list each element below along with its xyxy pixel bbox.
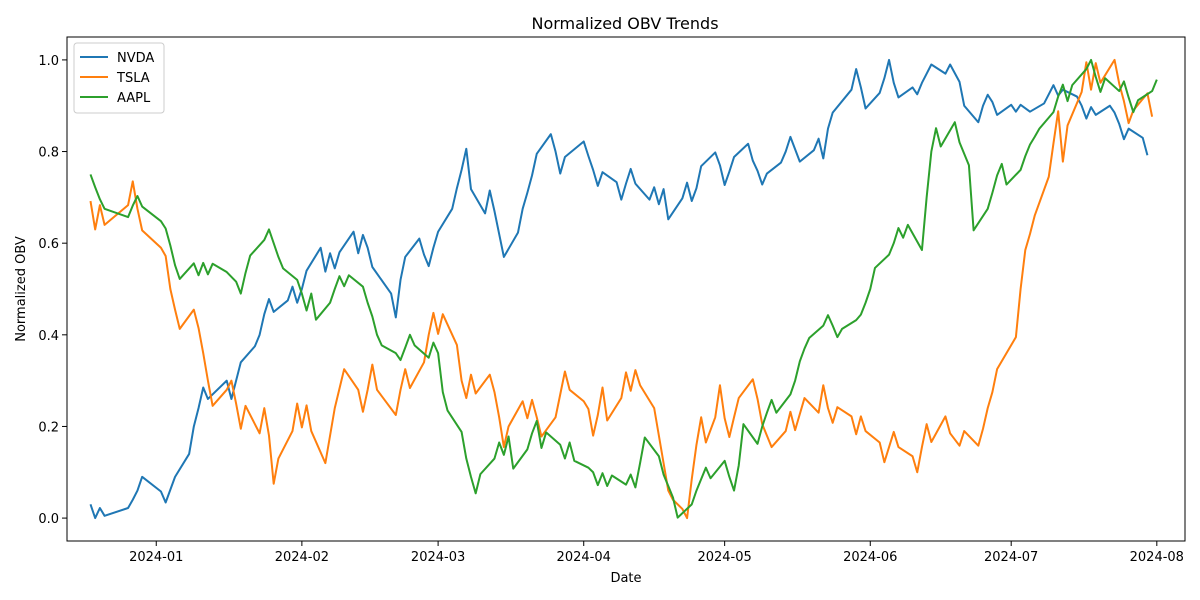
x-tick-label: 2024-02 (275, 550, 329, 565)
legend-label-nvda: NVDA (117, 51, 154, 66)
legend-label-aapl: AAPL (117, 91, 151, 106)
y-tick-label: 1.0 (38, 54, 59, 69)
series-layer (89, 58, 1158, 520)
x-tick-label: 2024-06 (843, 550, 897, 565)
x-tick-label: 2024-01 (129, 550, 183, 565)
y-axis-label: Normalized OBV (14, 236, 29, 342)
legend-box (73, 42, 165, 114)
y-tick-label: 0.6 (38, 237, 59, 252)
x-tick-label: 2024-05 (697, 550, 751, 565)
legend-label-tsla: TSLA (116, 71, 150, 86)
y-tick-label: 0.2 (38, 420, 59, 435)
y-tick-label: 0.8 (38, 146, 59, 161)
x-axis: 2024-01 2024-02 2024-03 2024-04 2024-05 2024-… (129, 541, 1184, 565)
legend: NVDA TSLA AAPL (73, 42, 165, 114)
series-line-nvda (89, 58, 1149, 520)
x-tick-label: 2024-04 (557, 550, 611, 565)
y-axis: 0.0 0.2 0.4 0.6 0.8 1.0 (38, 54, 67, 527)
x-tick-label: 2024-03 (411, 550, 465, 565)
series-line-tsla (89, 58, 1154, 520)
x-axis-label: Date (610, 571, 641, 586)
plot-frame (66, 36, 1186, 542)
chart-title: Normalized OBV Trends (531, 14, 718, 33)
series-line-aapl (89, 58, 1158, 519)
y-tick-label: 0.4 (38, 329, 59, 344)
x-tick-label: 2024-07 (984, 550, 1038, 565)
y-tick-label: 0.0 (38, 512, 59, 527)
x-tick-label: 2024-08 (1130, 550, 1184, 565)
